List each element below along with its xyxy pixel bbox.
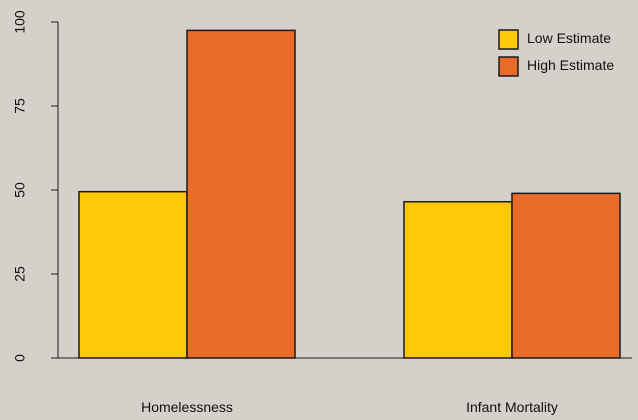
x-category-label: Infant Mortality (466, 399, 558, 415)
bar-high-estimate (186, 29, 296, 359)
bars-group (78, 29, 621, 359)
x-category-label: Homelessness (141, 399, 233, 415)
y-tick-label: 50 (12, 182, 28, 198)
y-axis: 0 25 50 75 100 (12, 10, 59, 362)
x-axis: Homelessness Infant Mortality (58, 357, 632, 415)
legend-label: High Estimate (527, 57, 614, 73)
y-tick-label: 25 (12, 266, 28, 282)
legend-label: Low Estimate (527, 30, 611, 46)
y-tick-label: 100 (12, 10, 28, 34)
legend-swatch (498, 56, 519, 77)
bar-low-estimate (403, 201, 513, 359)
legend-swatch (498, 29, 519, 50)
bar-high-estimate (511, 192, 621, 359)
y-tick-label: 0 (12, 354, 28, 362)
bar-low-estimate (78, 190, 188, 359)
y-tick-label: 75 (12, 98, 28, 114)
legend: Low Estimate High Estimate (498, 29, 614, 77)
